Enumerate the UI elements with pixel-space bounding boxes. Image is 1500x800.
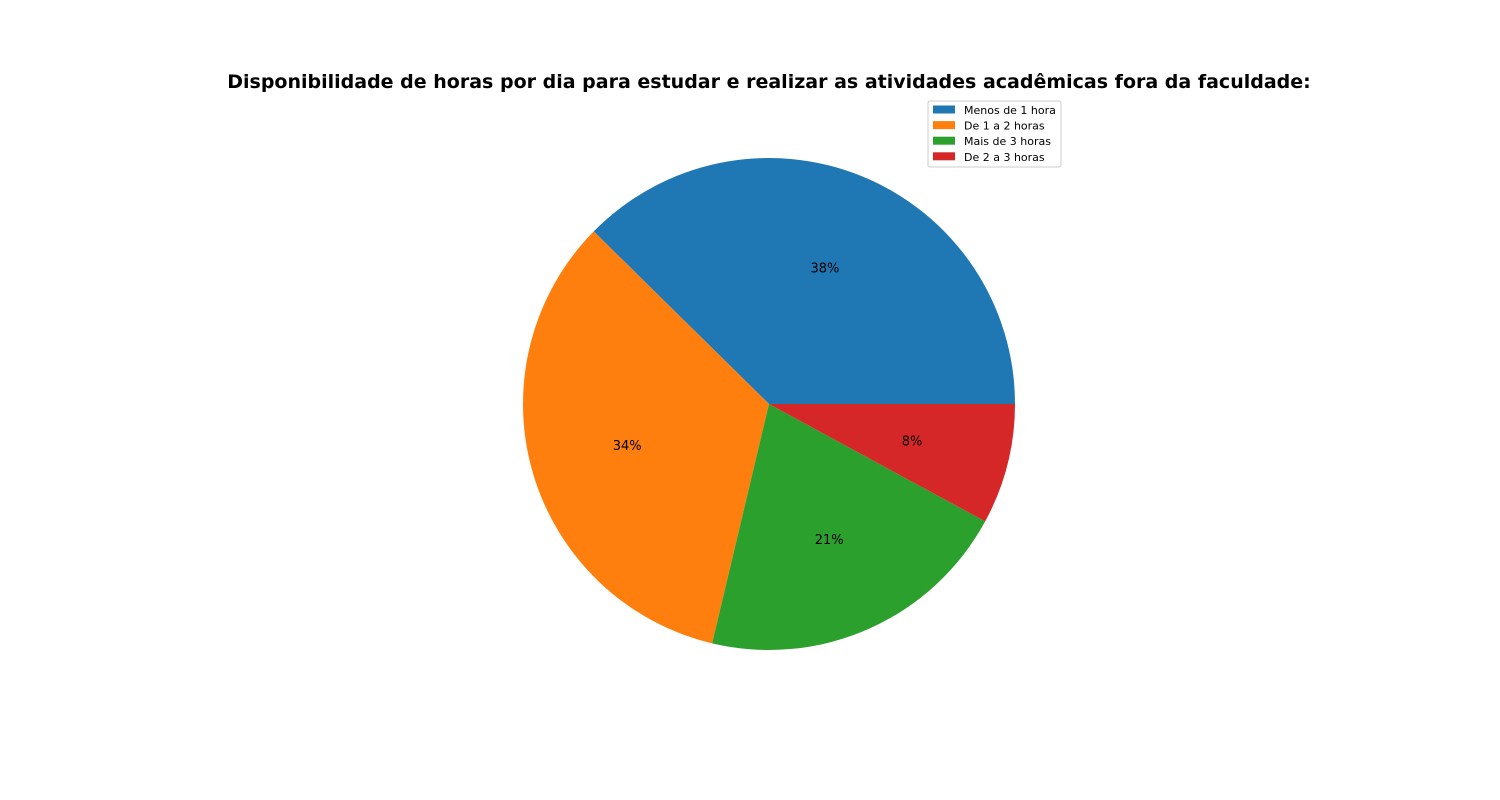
legend-label: Mais de 3 horas — [964, 135, 1051, 148]
pie-percent-label: 38% — [811, 261, 840, 276]
legend-frame — [927, 100, 1062, 168]
chart-title: Disponibilidade de horas por dia para es… — [227, 71, 1311, 93]
legend-swatch — [933, 121, 955, 130]
legend-label: De 2 a 3 horas — [964, 151, 1045, 164]
pie-percent-label: 34% — [613, 439, 642, 454]
legend-label: Menos de 1 hora — [964, 104, 1056, 117]
pie-percent-label: 8% — [902, 434, 923, 449]
legend-swatch — [933, 152, 955, 161]
pie-percent-label: 21% — [815, 533, 844, 548]
pie-slice — [593, 157, 1015, 404]
legend: Menos de 1 hora De 1 a 2 horas Mais de 3 h… — [927, 100, 1062, 168]
legend-swatch — [933, 105, 955, 114]
pie-slices — [523, 157, 1015, 650]
legend-label: De 1 a 2 horas — [964, 120, 1045, 133]
legend-swatch — [933, 136, 955, 145]
pie-slice — [523, 231, 769, 644]
pie-percent-labels: 38% 34% 21% 8% — [613, 261, 923, 547]
pie-slice — [769, 404, 1015, 522]
pie-slice — [712, 404, 986, 650]
